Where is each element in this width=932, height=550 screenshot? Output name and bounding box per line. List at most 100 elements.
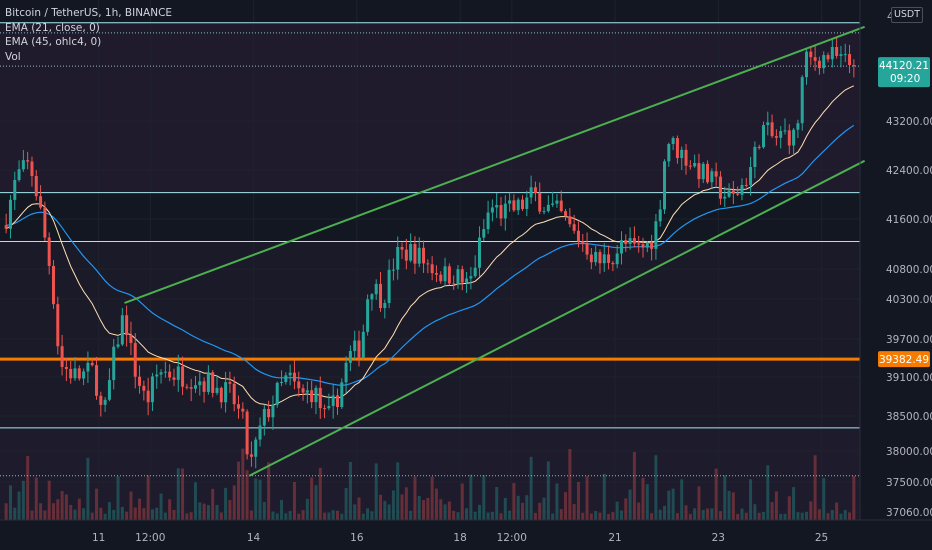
trend-channel[interactable] xyxy=(124,25,866,477)
candle-body xyxy=(176,366,180,380)
ema-fast-label[interactable]: EMA (21, close, 0) xyxy=(5,21,100,34)
volume-bar xyxy=(650,513,654,520)
candle-body xyxy=(340,382,344,408)
volume-bar xyxy=(770,502,774,520)
candle-body xyxy=(594,252,598,263)
volume-bar xyxy=(736,513,740,520)
volume-bar xyxy=(13,507,17,520)
candle-body xyxy=(314,387,318,403)
volume-bar xyxy=(551,513,555,520)
volume-bar xyxy=(757,512,761,520)
volume-bar xyxy=(766,465,770,520)
currency-button[interactable]: USDT xyxy=(891,7,923,23)
candle-body xyxy=(391,269,395,271)
candle-body xyxy=(254,439,258,457)
volume-bar xyxy=(783,513,787,520)
volume-bar xyxy=(529,456,533,520)
symbol-title[interactable]: Bitcoin / TetherUS, 1h, BINANCE xyxy=(5,7,173,19)
time-tick-label: 23 xyxy=(712,532,725,544)
candle-body xyxy=(13,179,17,200)
candle-body xyxy=(125,315,129,336)
volume-bar xyxy=(206,505,210,520)
channel-upper-line xyxy=(124,25,865,304)
volume-bar xyxy=(17,491,21,520)
ema-slow-line xyxy=(6,124,855,387)
candle-body xyxy=(598,252,602,264)
candle-body xyxy=(439,274,443,282)
volume-bar xyxy=(155,507,159,520)
horizontal-levels[interactable] xyxy=(0,22,860,477)
candle-body xyxy=(206,372,210,392)
candle-body xyxy=(357,340,361,358)
time-axis[interactable]: 11 12:00 14 16 18 12:00 21 23 25 xyxy=(0,519,932,544)
volume-bar xyxy=(637,502,641,520)
candle-body xyxy=(426,263,430,265)
volume-bar xyxy=(331,510,335,520)
candle-body xyxy=(344,362,348,383)
candle-body xyxy=(95,365,99,396)
candle-body xyxy=(830,47,834,60)
price-tick-label: 38500.00 xyxy=(886,411,932,423)
volume-bar xyxy=(839,513,843,520)
volume-bar xyxy=(288,511,292,520)
volume-bar xyxy=(538,502,542,520)
candle-body xyxy=(680,149,684,159)
volume-bar xyxy=(51,503,55,520)
volume-label[interactable]: Vol xyxy=(5,50,21,63)
volume-bar xyxy=(176,468,180,520)
zone-upper xyxy=(0,22,860,193)
volume-bar xyxy=(822,478,826,520)
volume-bar xyxy=(47,480,51,520)
candle-body xyxy=(21,160,25,170)
candle-body xyxy=(443,266,447,282)
candle-body xyxy=(370,294,374,300)
candle-body xyxy=(267,408,271,418)
candle-body xyxy=(628,238,632,244)
candle-body xyxy=(822,55,826,69)
volume-bar xyxy=(572,504,576,520)
candle-body xyxy=(133,342,137,377)
ema-fast-line xyxy=(5,85,855,406)
candle-body xyxy=(297,381,301,389)
candle-body xyxy=(529,187,533,198)
volume-bar xyxy=(374,463,378,520)
candle-body xyxy=(379,283,383,309)
candle-body xyxy=(77,368,81,379)
candle-body xyxy=(219,387,223,403)
volume-bar xyxy=(237,461,241,520)
price-axis[interactable]: 37060.00 37500.00 38000.00 38500.00 39100.00… xyxy=(859,0,932,520)
volume-bar xyxy=(215,504,219,520)
volume-bar xyxy=(843,510,847,520)
candle-body xyxy=(581,241,585,244)
candle-body xyxy=(718,176,722,199)
volume-bar xyxy=(456,512,460,520)
candlesticks[interactable] xyxy=(4,36,856,469)
volume-bar xyxy=(611,512,615,520)
candle-body xyxy=(839,54,843,56)
volume-bar xyxy=(710,508,714,520)
candle-body xyxy=(447,266,451,284)
ema-slow-label[interactable]: EMA (45, ohlc4, 0) xyxy=(5,36,102,48)
volume-bar xyxy=(589,513,593,520)
price-tick-label: 38000.00 xyxy=(886,446,932,458)
zone-bottom xyxy=(0,427,860,520)
candle-body xyxy=(796,123,800,130)
candle-body xyxy=(572,224,576,231)
shaded-zones xyxy=(0,22,860,520)
volume-bar xyxy=(262,501,266,520)
candle-body xyxy=(189,387,193,389)
candle-body xyxy=(64,366,68,369)
candle-body xyxy=(413,244,417,264)
candle-body xyxy=(172,377,176,380)
volume-bar xyxy=(107,502,111,520)
candle-body xyxy=(163,371,167,373)
volume-bar xyxy=(426,497,430,520)
volume-bar xyxy=(34,477,38,520)
volume-bar xyxy=(224,487,228,520)
candle-body xyxy=(90,362,94,366)
volume-bar xyxy=(142,508,146,520)
volume-bar xyxy=(731,492,735,520)
time-tick-label: 11 xyxy=(92,532,105,544)
volume-bar xyxy=(198,502,202,520)
